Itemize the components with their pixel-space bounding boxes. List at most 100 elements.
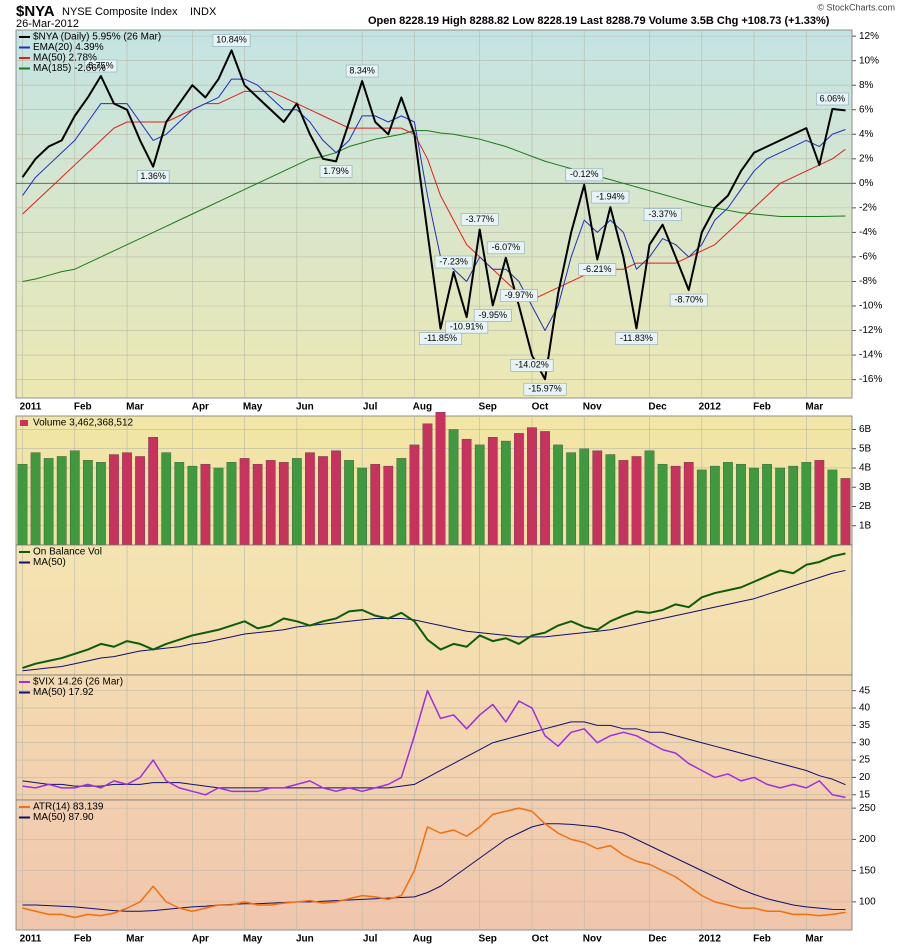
value-label: -0.12% — [570, 169, 599, 179]
volume-bar — [370, 463, 381, 546]
volume-bar — [17, 463, 28, 546]
value-label: -6.07% — [492, 242, 521, 252]
volume-bar — [749, 467, 759, 546]
exchange: INDX — [190, 6, 217, 18]
y-tick-label: 250 — [859, 803, 876, 814]
value-label-box — [136, 170, 170, 183]
y-tick-label: 4% — [859, 129, 874, 140]
volume-bar — [213, 467, 224, 546]
index-name: NYSE Composite Index — [62, 6, 178, 18]
y-tick-label: 3B — [859, 482, 872, 493]
y-tick-label: 10% — [859, 55, 879, 66]
x-tick-label: 2011 — [20, 934, 42, 945]
volume-bar — [670, 465, 681, 546]
volume-bar — [148, 437, 159, 546]
quote: Open 8228.19 High 8288.82 Low 8228.19 La… — [368, 15, 830, 27]
volume-bar — [383, 465, 394, 546]
y-tick-label: 0% — [859, 178, 874, 189]
source: © StockCharts.com — [817, 2, 895, 12]
volume-bar — [278, 462, 289, 546]
value-label: 10.84% — [216, 35, 247, 45]
y-tick-label: -12% — [859, 325, 882, 336]
value-label-box — [419, 332, 463, 345]
series-line — [22, 721, 846, 789]
series-line — [22, 689, 846, 799]
y-tick-label: 35 — [859, 720, 871, 731]
y-tick-label: 100 — [859, 897, 876, 908]
value-label-box — [565, 168, 604, 182]
volume-bar — [96, 462, 106, 546]
volume-bar — [840, 478, 851, 546]
x-tick-label: Sep — [479, 402, 497, 413]
volume-bar — [239, 458, 250, 546]
volume-bar — [487, 437, 498, 546]
y-tick-label: 1B — [859, 520, 872, 531]
value-label: -8.70% — [674, 294, 703, 304]
y-tick-label: 4B — [859, 463, 872, 474]
value-label: -3.37% — [648, 209, 677, 219]
panel-background — [15, 799, 853, 931]
volume-bar — [135, 456, 145, 546]
volume-bar — [461, 438, 472, 546]
series-line — [21, 49, 846, 381]
date: 26-Mar-2012 — [16, 18, 79, 30]
x-tick-label: May — [243, 402, 263, 413]
volume-bar — [109, 454, 119, 546]
value-label-box — [212, 34, 251, 47]
volume-bar — [762, 463, 772, 546]
value-label-box — [473, 309, 512, 322]
y-tick-label: 8% — [859, 80, 874, 91]
x-tick-label: Sep — [479, 934, 497, 945]
volume-bar — [187, 465, 198, 546]
volume-bar — [305, 452, 315, 546]
legend-label: EMA(20) 4.39% — [33, 42, 104, 53]
legend-label: MA(50) 87.90 — [33, 812, 94, 823]
volume-bar — [69, 450, 80, 546]
value-label-box — [84, 59, 118, 73]
y-tick-label: -2% — [859, 203, 877, 214]
x-tick-label: Feb — [74, 934, 92, 945]
y-tick-label: -4% — [859, 227, 877, 238]
value-label-box — [578, 263, 617, 276]
volume-bar — [827, 469, 838, 546]
value-label: -7.23% — [439, 256, 468, 266]
x-tick-label: Mar — [126, 402, 144, 413]
volume-bar — [644, 450, 655, 546]
legend-label: MA(185) -2.66% — [33, 63, 106, 74]
y-tick-label: -10% — [859, 301, 882, 312]
value-label-box — [345, 64, 379, 78]
x-tick-label: Feb — [753, 934, 771, 945]
volume-bar — [448, 429, 459, 546]
value-label: 1.79% — [323, 166, 349, 176]
y-tick-label: 2% — [859, 153, 874, 164]
x-tick-label: 2012 — [699, 402, 722, 413]
value-label-box — [643, 208, 682, 221]
y-tick-label: 150 — [859, 865, 876, 876]
value-label-box — [510, 359, 554, 372]
legend-label: Volume 3,462,368,512 — [33, 418, 134, 429]
series-line — [22, 569, 846, 672]
volume-bar — [56, 456, 67, 546]
legend-swatch — [20, 420, 28, 426]
volume-bar — [788, 465, 799, 546]
x-tick-label: Jun — [296, 402, 314, 413]
volume-bar — [265, 460, 276, 546]
x-tick-label: Mar — [805, 402, 823, 413]
volume-bar — [657, 463, 668, 546]
x-tick-label: Nov — [583, 402, 602, 413]
symbol: $NYA — [16, 3, 55, 20]
y-tick-label: 30 — [859, 737, 871, 748]
value-label-box — [816, 92, 849, 106]
volume-bar — [579, 448, 590, 546]
x-tick-label: Apr — [192, 402, 209, 413]
legend-label: $NYA (Daily) 5.95% (26 Mar) — [33, 32, 161, 43]
y-tick-label: 6B — [859, 424, 872, 435]
volume-bar — [82, 460, 93, 546]
x-tick-label: 2011 — [20, 402, 42, 413]
series-line — [22, 78, 846, 332]
series-line — [22, 130, 846, 282]
volume-bar — [226, 462, 237, 546]
value-label-box — [460, 213, 499, 226]
volume-bar — [331, 450, 341, 546]
